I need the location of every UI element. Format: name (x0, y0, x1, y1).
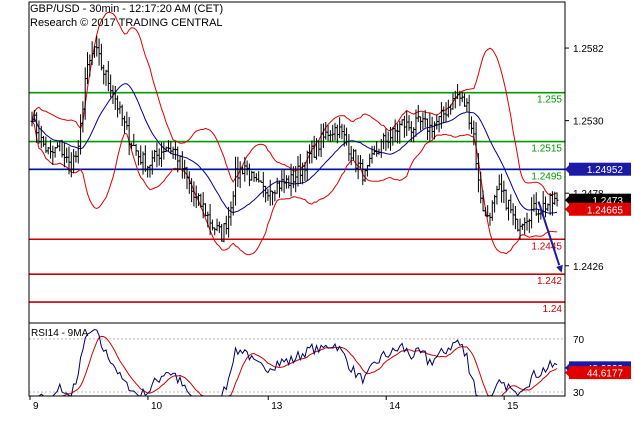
price-tick-label: 1.2582 (573, 44, 604, 55)
price-tag-2-box (569, 202, 631, 216)
rsi-panel: 70 30 RSI14 - 9MA (29, 328, 585, 399)
chart-frame (28, 1, 566, 397)
price-bars (30, 35, 559, 243)
forecast-arrow-shaft (537, 201, 561, 266)
level-label-3: 1.2445 (531, 241, 562, 252)
level-label-2: 1.2495 (531, 171, 562, 182)
time-tick-label: 9 (33, 401, 39, 412)
rsi-ma-tag-box (569, 366, 631, 380)
level-label-1: 1.2515 (531, 144, 562, 155)
level-label-5: 1.24 (543, 304, 563, 315)
forecast-arrow (537, 201, 563, 273)
bollinger-upper (31, 11, 558, 196)
time-tick-label: 13 (271, 401, 283, 412)
plot-border (28, 1, 566, 397)
chart-source: Research © 2017 TRADING CENTRAL (30, 17, 223, 29)
price-tag-1-pointer (565, 196, 569, 205)
rsi-label: RSI14 - 9MA (31, 328, 89, 339)
rsi-ma-tag-text: 44.6177 (587, 369, 624, 380)
rsi-ma-tag-pointer (565, 368, 569, 377)
price-tag-0-box (569, 162, 631, 176)
level-label-4: 1.242 (537, 276, 562, 287)
rsi-line (38, 328, 558, 397)
forecast-arrow-head (556, 264, 563, 273)
price-tick-label: 1.2530 (573, 117, 604, 128)
rsi-ma-line (38, 335, 558, 397)
rsi-tick-label: 30 (573, 388, 585, 399)
bollinger-lower (31, 121, 558, 256)
time-tick-label: 14 (389, 401, 401, 412)
price-tag-0-pointer (565, 165, 569, 174)
price-tag-1-text: 1.2473 (592, 196, 623, 207)
level-label-0: 1.255 (537, 95, 562, 106)
time-tick-label: 10 (151, 401, 163, 412)
price-tag-2-text: 1.24665 (587, 205, 624, 216)
chart-title: GBP/USD - 30min - 12:17:20 AM (CET) (30, 3, 224, 15)
price-tag-2-pointer (565, 205, 569, 214)
rsi-tick-label: 70 (573, 335, 585, 346)
price-tick-label: 1.2426 (573, 262, 604, 273)
price-bar (555, 192, 559, 207)
time-tick-label: 15 (507, 401, 519, 412)
price-tag-0-text: 1.24952 (587, 165, 624, 176)
